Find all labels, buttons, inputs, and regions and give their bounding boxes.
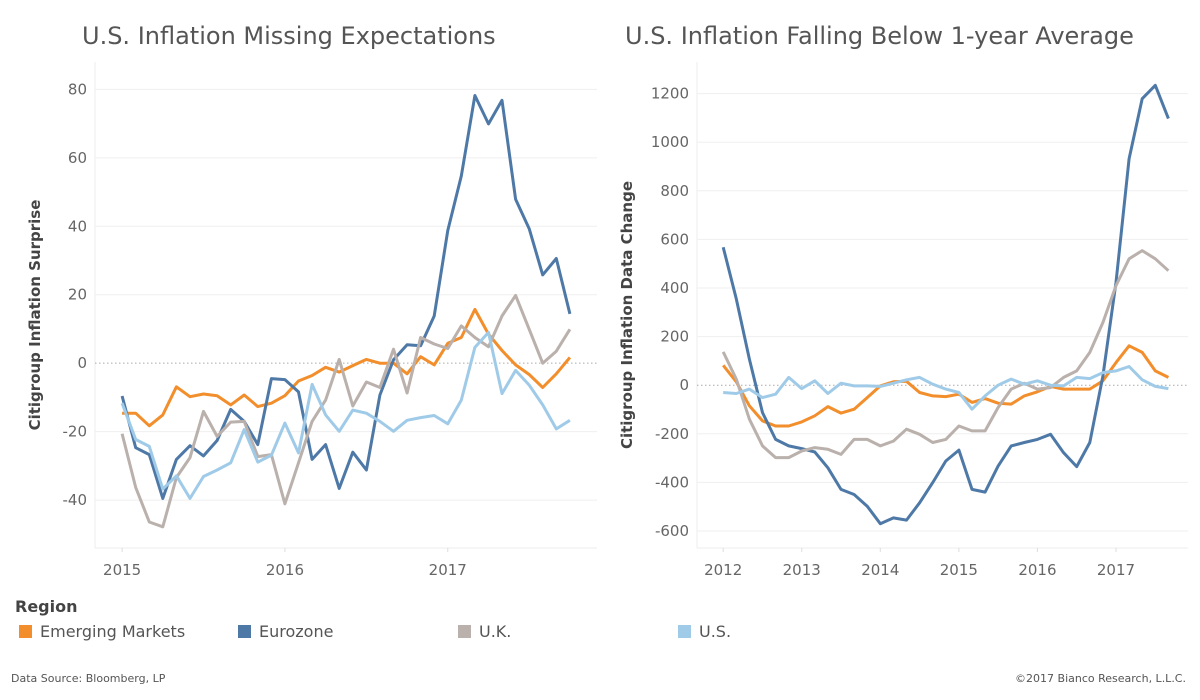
x-tick-label: 2017: [429, 561, 467, 579]
series-line-u-k: [721, 249, 1170, 460]
y-tick-label: 400: [660, 279, 689, 297]
legend-label: Eurozone: [259, 622, 334, 641]
series-line-eurozone: [120, 94, 572, 500]
y-tick-label: 60: [68, 149, 87, 167]
legend-item-us[interactable]: U.S.: [678, 622, 731, 641]
series-line-emerging-markets: [122, 307, 572, 428]
legend-label: U.K.: [479, 622, 512, 641]
x-tick-label: 2016: [1018, 561, 1056, 579]
legend-item-eurozone[interactable]: Eurozone: [238, 622, 333, 641]
x-tick-label: 2014: [861, 561, 899, 579]
y-tick-label: 40: [68, 217, 87, 235]
y-axis-title: Citigroup Inflation Data Change: [618, 181, 636, 449]
x-tick-label: 2017: [1097, 561, 1135, 579]
y-tick-label: 0: [77, 354, 87, 372]
series-line-eurozone: [721, 83, 1170, 526]
y-tick-label: 20: [68, 286, 87, 304]
legend-label: U.S.: [699, 622, 732, 641]
legend-swatch: [19, 625, 32, 638]
copyright: ©2017 Bianco Research, L.L.C.: [1015, 672, 1186, 685]
series-line-u-k: [120, 293, 572, 529]
y-tick-label: 1000: [651, 133, 689, 151]
series-line-u-s: [120, 330, 571, 500]
legend-label: Emerging Markets: [40, 622, 186, 641]
y-tick-label: -40: [63, 491, 88, 509]
legend-item-emerging-markets[interactable]: Emerging Markets: [19, 622, 185, 641]
data-source: Data Source: Bloomberg, LP: [11, 672, 166, 685]
y-tick-label: 0: [679, 376, 689, 394]
y-tick-label: 80: [68, 80, 87, 98]
legend-item-uk[interactable]: U.K.: [458, 622, 511, 641]
y-tick-label: 200: [660, 328, 689, 346]
left-chart-title: U.S. Inflation Missing Expectations: [82, 22, 496, 50]
y-tick-label: 800: [660, 182, 689, 200]
y-tick-label: 1200: [651, 85, 689, 103]
series-line-u-s: [723, 365, 1169, 411]
y-tick-label: -20: [63, 423, 88, 441]
y-axis-title: Citigroup Inflation Surprise: [26, 200, 44, 431]
x-tick-label: 2015: [940, 561, 978, 579]
y-tick-label: -200: [655, 425, 689, 443]
y-tick-label: -600: [655, 522, 689, 540]
x-tick-label: 2015: [103, 561, 141, 579]
legend-title: Region: [15, 597, 78, 616]
x-tick-label: 2013: [783, 561, 821, 579]
legend-swatch: [678, 625, 691, 638]
x-tick-label: 2016: [266, 561, 304, 579]
legend-swatch: [238, 625, 251, 638]
y-tick-label: -400: [655, 473, 689, 491]
series-line-emerging-markets: [722, 344, 1170, 428]
y-tick-label: 600: [660, 230, 689, 248]
x-tick-label: 2012: [704, 561, 742, 579]
right-chart-title: U.S. Inflation Falling Below 1-year Aver…: [625, 22, 1134, 50]
legend-swatch: [458, 625, 471, 638]
